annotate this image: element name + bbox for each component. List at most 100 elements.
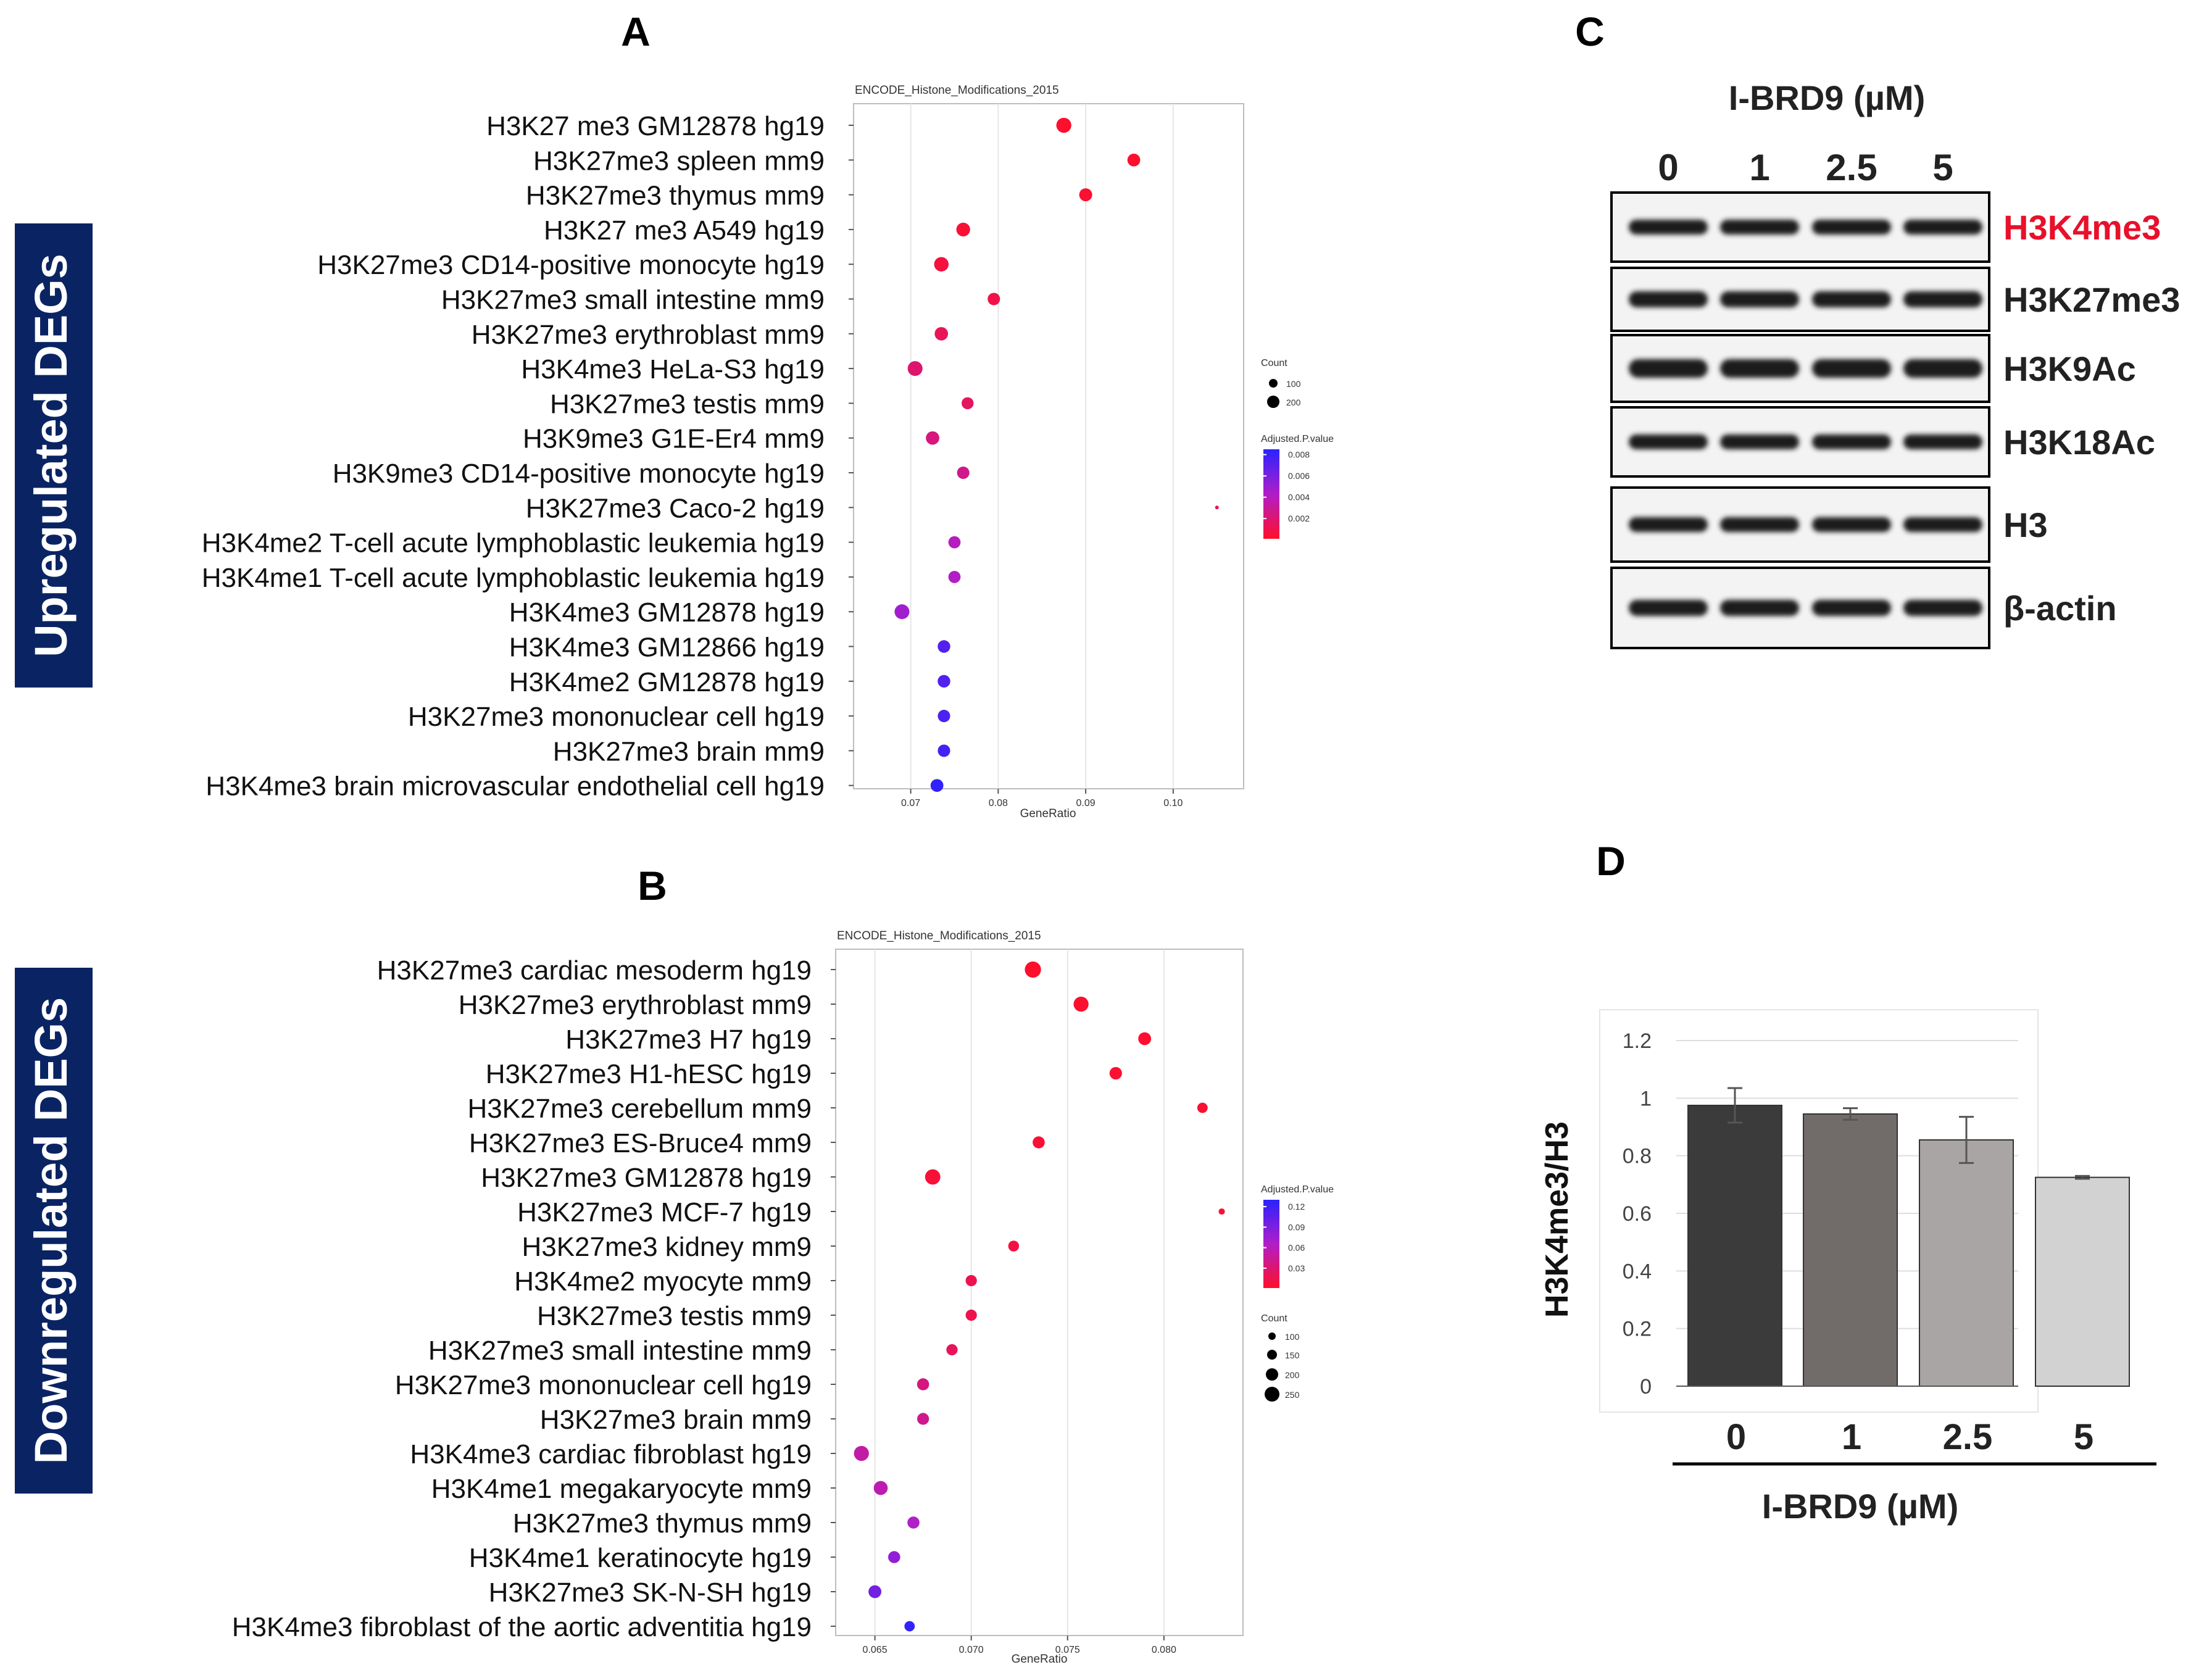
plot-a-term-label: H3K4me3 brain microvascular endothelial … (206, 771, 825, 802)
plot-b-xticks: 0.065 0.070 0.075 0.080 (863, 1636, 1176, 1655)
plot-b-xlabel: GeneRatio (1012, 1653, 1068, 1666)
blot-row-label: H3K18Ac (2003, 423, 2155, 462)
blot-band (1903, 291, 1982, 307)
plot-b-legend-tick-label: 0.06 (1288, 1243, 1305, 1253)
plot-b-dot (1109, 1066, 1122, 1080)
blot-row: H3K18Ac (1610, 406, 2155, 478)
plot-a-legend-count-label-200: 200 (1286, 397, 1301, 407)
plot-b-term-label: H3K27me3 H1-hESC hg19 (486, 1059, 812, 1089)
plot-a-term-label: H3K27me3 mononuclear cell hg19 (408, 702, 825, 732)
plot-a-term-label: H3K27me3 spleen mm9 (533, 146, 825, 176)
blot-band (1629, 434, 1708, 449)
bar-chart-d-bars (1676, 1087, 2130, 1387)
plot-a-term-label: H3K4me1 T-cell acute lymphoblastic leuke… (202, 563, 825, 593)
plot-b-dot (965, 1309, 977, 1321)
plot-a-legend-colorbar (1263, 449, 1279, 539)
plot-b-term-label: H3K4me1 megakaryocyte mm9 (431, 1474, 812, 1504)
blot-row: H3K4me3 (1610, 191, 2161, 263)
plot-b-term-label: H3K27me3 thymus mm9 (513, 1508, 812, 1539)
bar-chart-d-category-label: 1 (1842, 1417, 1861, 1457)
plot-b-term-label: H3K27me3 SK-N-SH hg19 (489, 1577, 812, 1608)
blot-row: H3K9Ac (1610, 334, 2136, 403)
plot-b-dot (868, 1585, 882, 1598)
plot-b-term-label: H3K27me3 cerebellum mm9 (467, 1094, 812, 1124)
plot-b-dot (854, 1445, 869, 1461)
plot-b-legend-color-ticks: 0.12 0.09 0.06 0.03 (1263, 1202, 1305, 1273)
plot-b-legend-tick-label: 0.09 (1288, 1222, 1305, 1232)
plot-a-term-label: H3K27me3 small intestine mm9 (441, 285, 825, 315)
blot-row-label: H3K9Ac (2003, 349, 2136, 388)
plot-b-term-label: H3K4me3 cardiac fibroblast hg19 (410, 1439, 812, 1469)
plot-b-legend-count-label-250: 250 (1285, 1390, 1300, 1400)
plot-b-term-label: H3K27me3 kidney mm9 (522, 1232, 812, 1262)
bar-chart-d-ytick-label: 0.2 (1623, 1318, 1652, 1341)
plot-a-term-label: H3K4me2 T-cell acute lymphoblastic leuke… (202, 528, 825, 559)
plot-b-legend-colorbar (1263, 1200, 1279, 1288)
plot-a-dot (1079, 188, 1092, 202)
plot-a-xtick-label: 0.09 (1076, 798, 1096, 808)
blot-band (1720, 517, 1799, 532)
plot-b-term-label: H3K27me3 H7 hg19 (565, 1025, 812, 1055)
bar-chart-d-category-label: 0 (1726, 1417, 1746, 1457)
blot-concentration-label: 0 (1658, 147, 1678, 188)
plot-a-dot (894, 604, 910, 620)
plot-b-term-label: H3K27me3 ES-Bruce4 mm9 (469, 1128, 812, 1158)
blot-row: β-actin (1610, 567, 2117, 649)
plot-a-xticks: 0.07 0.08 0.09 0.10 (901, 789, 1183, 808)
plot-b-term-label: H3K27me3 MCF-7 hg19 (517, 1197, 812, 1228)
plot-a-xtick-label: 0.08 (989, 798, 1008, 808)
bar-chart-d-ytick-label: 0.4 (1623, 1260, 1652, 1283)
blot-concentration-label: 1 (1749, 147, 1769, 188)
dot-plot-b: ENCODE_Histone_Modifications_2015 H3K27m… (232, 929, 1334, 1666)
plot-b-legend: Adjusted.P.value 0.120.090.060.03 Count … (1261, 1184, 1334, 1402)
blot-row: H3 (1610, 486, 2048, 563)
plot-a-term-label: H3K4me2 GM12878 hg19 (509, 667, 825, 697)
blot-band (1903, 220, 1982, 235)
plot-a-panel (853, 103, 1244, 789)
blot-band (1812, 359, 1891, 378)
blot-band (1720, 359, 1799, 378)
plot-b-term-labels: H3K27me3 cardiac mesoderm hg19 H3K27me3 e… (232, 955, 812, 1642)
bar-chart-d-category-labels: 0 1 2.5 5 (1726, 1417, 2094, 1457)
blot-band (1629, 220, 1708, 235)
plot-a-dot (948, 571, 961, 583)
plot-a-term-label: H3K27 me3 A549 hg19 (544, 215, 825, 246)
blot-band (1720, 220, 1799, 235)
plot-a-dot (1127, 153, 1141, 167)
plot-b-term-label: H3K4me1 keratinocyte hg19 (469, 1543, 812, 1573)
plot-b-dot (917, 1413, 929, 1425)
plot-a-dot (988, 293, 1000, 305)
plot-b-xtick-label: 0.080 (1152, 1645, 1176, 1655)
plot-b-legend-count-dot-100 (1268, 1332, 1276, 1340)
plot-a-dot (938, 675, 950, 688)
bar-chart-d-ytick-label: 0 (1640, 1375, 1652, 1399)
bar-chart-d: 00.20.40.60.811.2 H3K4me3/H3 0 1 2.5 5 I-BR… (1539, 1009, 2156, 1526)
dot-plot-a: ENCODE_Histone_Modifications_2015 H3K27 … (202, 84, 1334, 820)
plot-b-dot (1197, 1102, 1208, 1113)
plot-b-dot (1218, 1208, 1225, 1215)
plot-a-dots (894, 117, 1219, 792)
plot-a-dot (1215, 505, 1219, 510)
plot-b-term-label: H3K27me3 brain mm9 (540, 1405, 812, 1435)
plot-a-term-label: H3K27me3 CD14-positive monocyte hg19 (317, 250, 825, 280)
plot-a-term-label: H3K27me3 thymus mm9 (526, 181, 825, 211)
plot-b-legend-tick-label: 0.03 (1288, 1263, 1305, 1273)
blot-band (1812, 220, 1891, 235)
bar-chart-d-bar (1803, 1113, 1898, 1387)
plot-b-dot (1008, 1241, 1020, 1252)
blot-band (1629, 600, 1708, 616)
plot-b-term-label: H3K4me2 myocyte mm9 (514, 1266, 812, 1297)
plot-b-dot (1033, 1136, 1045, 1149)
plot-a-term-labels: H3K27 me3 GM12878 hg19 H3K27me3 spleen mm… (202, 111, 825, 802)
blot-concentration-label: 2.5 (1826, 147, 1877, 188)
blot-band (1903, 359, 1982, 378)
blot-band (1812, 434, 1891, 449)
plot-b-term-label: H3K27me3 cardiac mesoderm hg19 (377, 955, 812, 986)
plot-b-legend-count-label-150: 150 (1285, 1350, 1300, 1360)
plot-a-dot (907, 361, 923, 376)
blot-row-label: β-actin (2003, 589, 2117, 628)
blot-row-label: H3 (2003, 505, 2048, 544)
plot-a-dot (938, 710, 950, 723)
blot-band (1629, 291, 1708, 307)
